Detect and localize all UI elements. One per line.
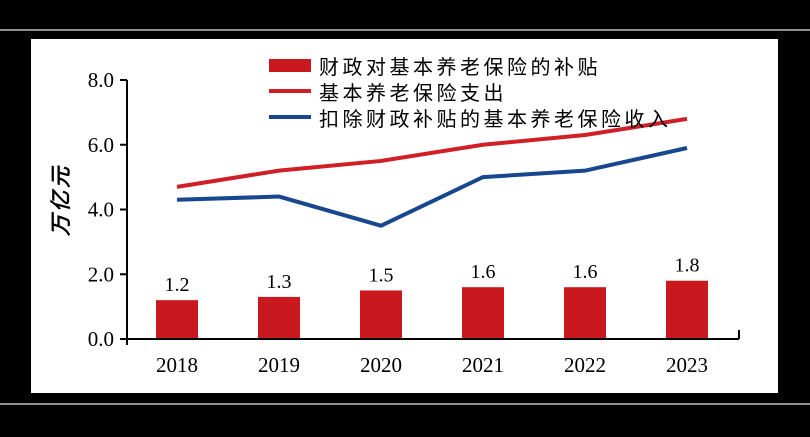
legend-item-subsidy: 财政对基本养老保险的补贴 [269,52,672,79]
bar [360,290,402,339]
bar [666,280,708,339]
bar [156,300,198,339]
bar-value-label: 1.6 [471,261,496,283]
legend: 财政对基本养老保险的补贴 基本养老保险支出 扣除财政补贴的基本养老保险收入 [269,52,672,131]
legend-red-line-swatch-icon [269,89,311,93]
legend-blue-line-swatch-icon [269,115,311,119]
bar-value-label: 1.3 [267,271,292,293]
legend-item-income: 扣除财政补贴的基本养老保险收入 [269,104,672,131]
y-tick-label: 6.0 [88,133,114,157]
bar [462,287,504,339]
y-tick-label: 0.0 [88,327,114,351]
y-tick-label: 4.0 [88,198,114,222]
top-divider-rule [0,29,810,31]
expenditure-line [176,116,688,189]
legend-bar-swatch-icon [269,58,311,72]
y-tick-label: 2.0 [88,262,114,286]
legend-label-expenditure: 基本养老保险支出 [319,82,507,105]
bar-value-label: 1.6 [573,261,598,283]
bar-value-label: 1.2 [165,274,190,296]
chart-svg: 1.2 1.3 1.5 1.6 1.6 1.8 0.0 2.0 4.0 6.0 8.0 2018 201… [88,68,740,377]
x-tick-label: 2019 [258,353,300,377]
legend-label-income: 扣除财政补贴的基本养老保险收入 [319,108,672,131]
x-tick-label: 2020 [360,353,402,377]
x-tick-label: 2023 [666,353,708,377]
legend-item-expenditure: 基本养老保险支出 [269,78,672,105]
legend-label-subsidy: 财政对基本养老保险的补贴 [319,56,601,79]
bar-value-label: 1.8 [675,255,700,277]
chart-panel: 万亿元 1.2 1.3 1.5 1.6 1.6 1.8 0.0 2.0 4.0 6.0 8.0 201… [31,39,778,393]
x-tick-label: 2018 [156,353,198,377]
bar-value-label: 1.5 [369,264,394,286]
y-tick-label: 8.0 [88,68,114,92]
bottom-divider-rule [0,403,810,405]
x-tick-label: 2021 [462,353,504,377]
bar [564,287,606,339]
income-line [176,146,688,228]
bar [258,296,300,339]
x-tick-label: 2022 [564,353,606,377]
